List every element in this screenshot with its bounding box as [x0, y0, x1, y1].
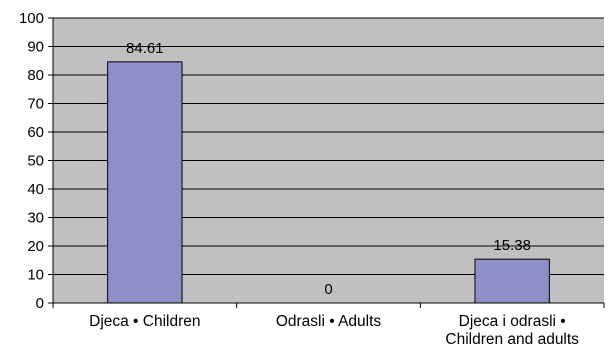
bar	[107, 61, 183, 304]
y-tick-label: 20	[27, 238, 44, 255]
y-tick-labels: 0 10 20 30 40 50 60 70 80 90 100	[19, 10, 44, 312]
x-category-label: Djeca • Children	[89, 313, 200, 330]
data-labels: 84.61 0 15.38	[126, 40, 531, 298]
y-tick-label: 10	[27, 267, 44, 284]
data-label: 84.61	[126, 40, 164, 57]
y-tick-label: 50	[27, 153, 44, 170]
y-tick-label: 60	[27, 124, 44, 141]
y-tick-label: 70	[27, 96, 44, 113]
y-tick-label: 40	[27, 181, 44, 198]
y-tick-label: 30	[27, 210, 44, 227]
y-tick-label: 100	[19, 10, 44, 27]
data-label: 0	[324, 281, 332, 298]
y-tick-label: 90	[27, 39, 44, 56]
y-tick-label: 80	[27, 67, 44, 84]
x-category-label: Djeca i odrasli • Children and adults	[445, 313, 579, 348]
x-category-labels: Djeca • Children Odrasli • Adults Djeca i …	[89, 313, 579, 348]
x-category-label: Odrasli • Adults	[276, 313, 382, 330]
bars	[107, 61, 550, 304]
bar	[474, 258, 550, 304]
data-label: 15.38	[493, 237, 531, 254]
y-tick-label: 0	[36, 295, 44, 312]
axes	[48, 17, 605, 308]
